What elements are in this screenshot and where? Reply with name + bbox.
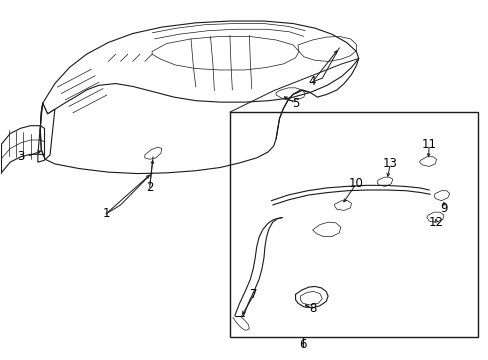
Text: 4: 4 [308, 75, 316, 88]
Bar [229, 112, 477, 337]
Text: 6: 6 [299, 338, 306, 351]
Text: 9: 9 [439, 202, 447, 215]
Text: 7: 7 [250, 288, 258, 301]
Text: 2: 2 [145, 181, 153, 194]
Text: 3: 3 [17, 150, 24, 163]
Text: 13: 13 [382, 157, 397, 170]
Text: 10: 10 [348, 177, 363, 190]
Text: 5: 5 [291, 97, 299, 110]
Text: 12: 12 [428, 216, 443, 229]
Polygon shape [38, 103, 55, 162]
Text: 11: 11 [421, 138, 436, 151]
Text: 8: 8 [308, 302, 316, 315]
Text: 1: 1 [102, 207, 109, 220]
Polygon shape [42, 21, 358, 114]
